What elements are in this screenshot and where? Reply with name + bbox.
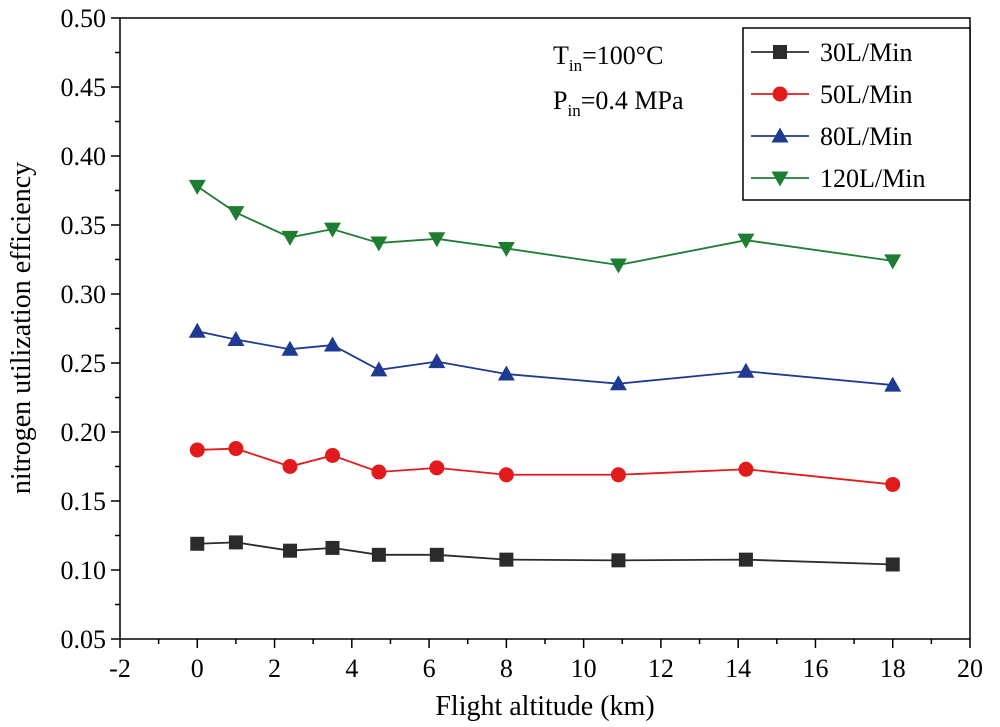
data-point — [611, 553, 626, 568]
series-line — [196, 185, 893, 266]
data-point — [227, 206, 245, 222]
y-tick-label: 0.25 — [61, 349, 107, 378]
legend-label: 50L/Min — [820, 80, 912, 109]
x-tick-label: 2 — [268, 654, 281, 683]
series-line — [197, 330, 893, 386]
legend-marker — [772, 86, 788, 102]
data-point — [281, 230, 299, 246]
temperature-value: =100°C — [582, 41, 663, 70]
data-point — [609, 258, 627, 274]
legend-entry: 80L/Min — [751, 122, 912, 151]
legend: 30L/Min 50L/Min 80L/Min 120L/Min — [742, 27, 971, 201]
y-tick-label: 0.50 — [61, 4, 107, 33]
y-axis: 0.05 0.10 0.15 0.20 0.25 0.30 0.35 0.40 0.45 0.50 — [61, 4, 120, 654]
data-point — [227, 331, 245, 347]
x-tick-label: 6 — [423, 654, 436, 683]
x-axis: -2 0 2 4 6 8 10 12 14 16 18 20 — [109, 639, 983, 683]
data-point — [497, 365, 515, 381]
y-tick-label: 0.40 — [61, 142, 107, 171]
data-point — [429, 460, 445, 476]
data-point — [228, 441, 244, 457]
data-point — [610, 467, 626, 483]
y-tick-label: 0.35 — [61, 211, 107, 240]
data-point — [324, 336, 341, 352]
data-point — [281, 340, 299, 356]
data-point — [325, 540, 340, 555]
legend-entry: 50L/Min — [751, 80, 912, 109]
temperature-annotation: Tin=100°C — [553, 41, 664, 75]
y-tick-label: 0.30 — [61, 280, 107, 309]
x-tick-label: 18 — [880, 654, 906, 683]
pressure-subscript: in — [567, 101, 581, 120]
data-point — [188, 322, 206, 338]
condition-annotation: Tin=100°C Pin=0.4 MPa — [553, 41, 684, 120]
data-point — [497, 241, 515, 257]
data-point — [885, 476, 901, 492]
legend-label: 80L/Min — [820, 122, 912, 151]
data-point — [371, 464, 387, 480]
legend-label: 30L/Min — [820, 38, 912, 67]
y-tick-label: 0.20 — [61, 418, 107, 447]
data-point — [885, 557, 900, 572]
y-tick-label: 0.05 — [61, 625, 107, 654]
series-line — [197, 541, 893, 566]
data-point — [738, 552, 753, 567]
y-tick-label: 0.15 — [61, 487, 107, 516]
x-tick-label: -2 — [109, 654, 131, 683]
data-point — [737, 362, 755, 378]
series-layer — [188, 179, 902, 572]
y-tick-label: 0.10 — [61, 556, 107, 585]
data-point — [283, 543, 297, 558]
x-tick-label: 14 — [725, 654, 751, 683]
data-point — [324, 222, 341, 238]
data-point — [190, 536, 205, 551]
data-point — [188, 179, 206, 195]
data-point — [737, 233, 755, 249]
legend-marker — [773, 45, 787, 59]
pressure-symbol: P — [553, 86, 567, 115]
x-tick-label: 16 — [802, 654, 828, 683]
data-point — [282, 459, 298, 474]
data-point — [228, 535, 243, 550]
data-point — [429, 547, 444, 562]
legend-entry: 120L/Min — [751, 164, 925, 193]
data-point — [325, 447, 340, 463]
legend-entry: 30L/Min — [751, 38, 912, 67]
x-tick-label: 4 — [345, 654, 358, 683]
x-tick-label: 10 — [571, 654, 597, 683]
series-line — [197, 447, 893, 486]
x-tick-label: 12 — [648, 654, 674, 683]
x-tick-label: 20 — [957, 654, 983, 683]
data-point — [884, 254, 902, 270]
data-point — [428, 232, 446, 248]
data-point — [884, 376, 902, 392]
series-80l-min — [188, 322, 902, 392]
legend-marker — [771, 171, 789, 187]
data-point — [428, 353, 446, 369]
temperature-subscript: in — [569, 56, 583, 75]
x-tick-label: 0 — [191, 654, 204, 683]
data-point — [189, 442, 205, 458]
y-tick-label: 0.45 — [61, 73, 107, 102]
series-50l-min — [189, 441, 901, 492]
pressure-value: =0.4 MPa — [581, 86, 684, 115]
legend-label: 120L/Min — [820, 164, 925, 193]
data-point — [498, 467, 514, 483]
data-point — [609, 375, 627, 391]
x-tick-label: 8 — [500, 654, 513, 683]
series-30l-min — [190, 535, 900, 572]
y-axis-label: nitrogen utilization efficiency — [6, 162, 37, 494]
series-120l-min — [188, 179, 902, 274]
data-point — [499, 552, 514, 567]
data-point — [370, 236, 388, 252]
data-point — [371, 547, 386, 562]
legend-marker — [771, 127, 789, 143]
data-point — [370, 361, 388, 377]
x-axis-label: Flight altitude (km) — [435, 691, 654, 722]
data-point — [738, 461, 754, 477]
pressure-annotation: Pin=0.4 MPa — [553, 86, 684, 120]
temperature-symbol: T — [553, 41, 569, 70]
